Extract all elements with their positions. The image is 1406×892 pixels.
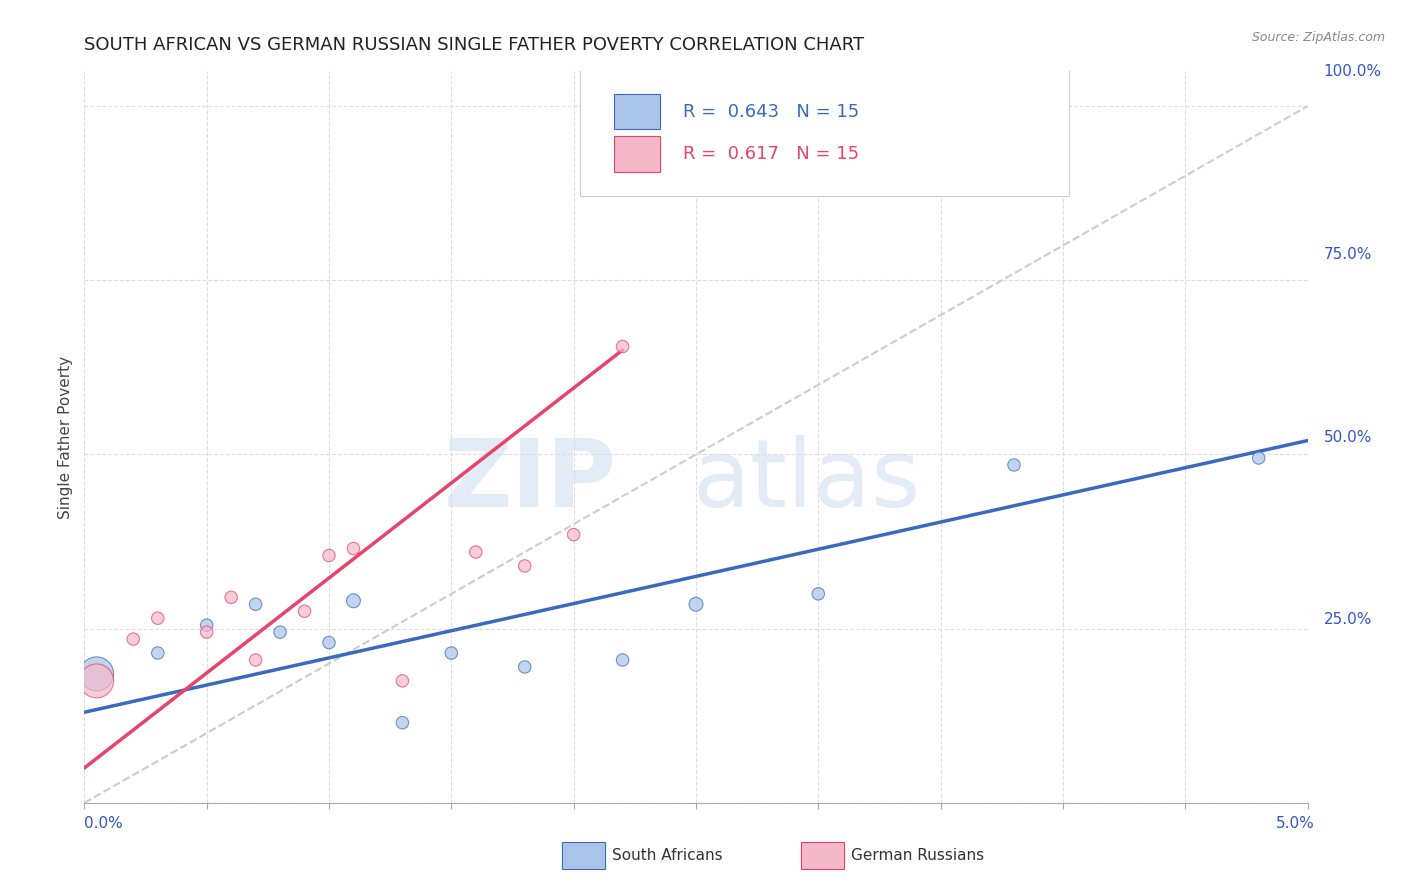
Point — [807, 587, 830, 601]
Point — [391, 673, 413, 688]
Point — [245, 597, 267, 611]
Point — [612, 123, 634, 137]
Point — [86, 667, 108, 681]
Text: Source: ZipAtlas.com: Source: ZipAtlas.com — [1251, 31, 1385, 45]
Text: ZIP: ZIP — [443, 435, 616, 527]
Point — [440, 646, 463, 660]
Point — [318, 549, 340, 563]
Point — [86, 673, 108, 688]
Point — [195, 625, 218, 640]
Text: 75.0%: 75.0% — [1323, 247, 1372, 261]
Point — [1002, 458, 1025, 472]
Point — [219, 591, 242, 605]
Point — [685, 597, 707, 611]
Point — [146, 611, 169, 625]
Text: German Russians: German Russians — [851, 848, 984, 863]
Point — [1247, 450, 1270, 465]
Point — [342, 541, 364, 556]
Text: R =  0.617   N = 15: R = 0.617 N = 15 — [682, 145, 859, 163]
Point — [342, 594, 364, 608]
Point — [245, 653, 267, 667]
Text: 25.0%: 25.0% — [1323, 613, 1372, 627]
Y-axis label: Single Father Poverty: Single Father Poverty — [58, 356, 73, 518]
Text: 100.0%: 100.0% — [1323, 64, 1382, 78]
Point — [612, 653, 634, 667]
Text: South Africans: South Africans — [612, 848, 723, 863]
Point — [464, 545, 486, 559]
Point — [146, 646, 169, 660]
Point — [269, 625, 291, 640]
FancyBboxPatch shape — [614, 136, 661, 171]
Text: 50.0%: 50.0% — [1323, 430, 1372, 444]
Text: atlas: atlas — [692, 435, 920, 527]
Point — [562, 527, 585, 541]
Point — [318, 635, 340, 649]
Point — [612, 339, 634, 353]
Point — [122, 632, 145, 646]
Point — [513, 558, 536, 573]
Text: 0.0%: 0.0% — [84, 816, 124, 831]
Point — [195, 618, 218, 632]
FancyBboxPatch shape — [579, 68, 1069, 195]
Text: R =  0.643   N = 15: R = 0.643 N = 15 — [682, 103, 859, 120]
FancyBboxPatch shape — [614, 94, 661, 129]
Point — [391, 715, 413, 730]
Point — [513, 660, 536, 674]
Text: SOUTH AFRICAN VS GERMAN RUSSIAN SINGLE FATHER POVERTY CORRELATION CHART: SOUTH AFRICAN VS GERMAN RUSSIAN SINGLE F… — [84, 36, 865, 54]
Point — [294, 604, 316, 618]
Text: 5.0%: 5.0% — [1275, 816, 1315, 831]
